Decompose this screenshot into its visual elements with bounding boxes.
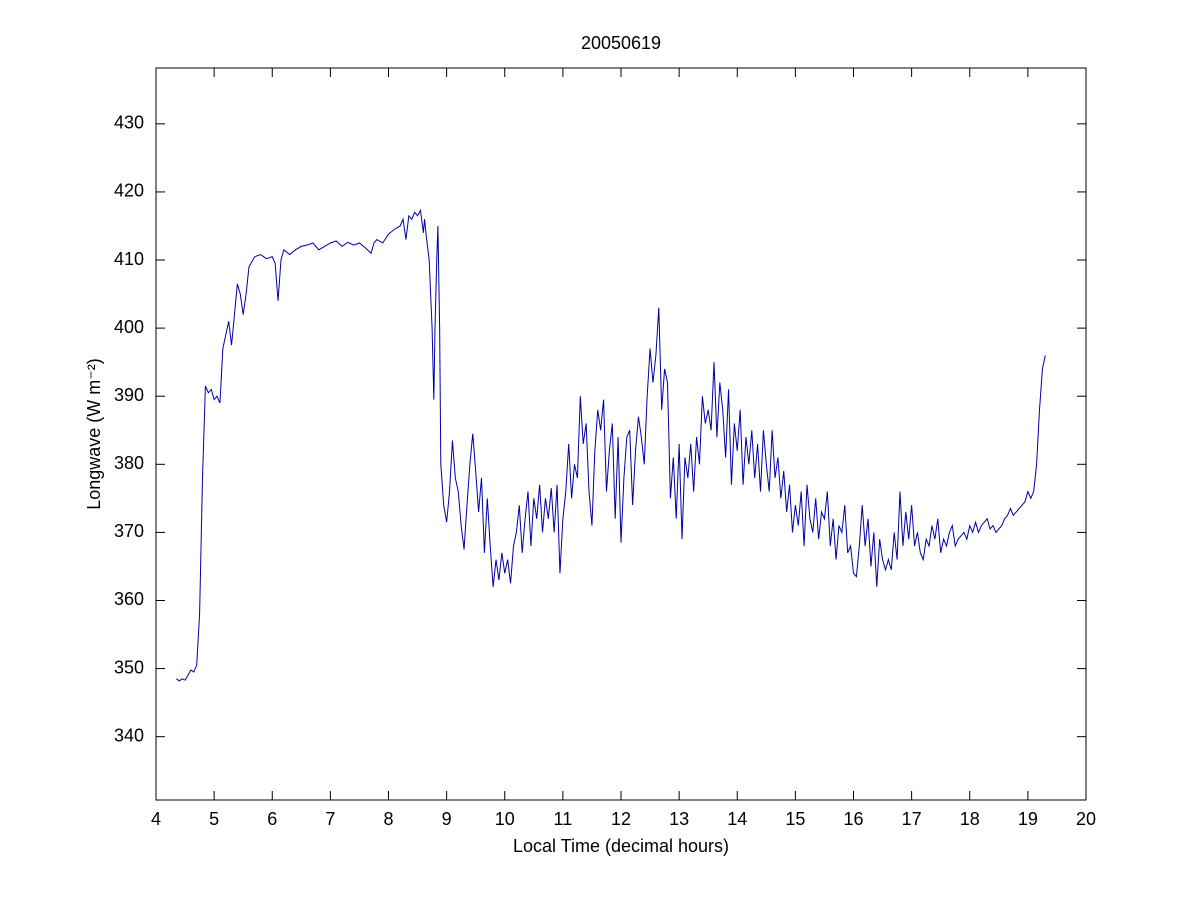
x-tick-label: 16	[843, 809, 863, 829]
x-tick-label: 9	[442, 809, 452, 829]
y-tick-label: 350	[114, 657, 144, 677]
x-tick-label: 17	[902, 809, 922, 829]
x-tick-label: 4	[151, 809, 161, 829]
y-tick-label: 340	[114, 725, 144, 745]
x-tick-label: 14	[727, 809, 747, 829]
y-tick-label: 430	[114, 113, 144, 133]
y-tick-label: 390	[114, 385, 144, 405]
chart-title: 20050619	[581, 33, 661, 53]
x-tick-label: 19	[1018, 809, 1038, 829]
x-tick-label: 18	[960, 809, 980, 829]
x-tick-label: 6	[267, 809, 277, 829]
y-tick-label: 360	[114, 589, 144, 609]
y-tick-label: 380	[114, 453, 144, 473]
x-tick-label: 12	[611, 809, 631, 829]
y-tick-label: 420	[114, 181, 144, 201]
y-axis-label: Longwave (W m⁻²)	[84, 358, 104, 510]
x-tick-label: 7	[325, 809, 335, 829]
y-tick-label: 410	[114, 249, 144, 269]
x-tick-label: 10	[495, 809, 515, 829]
data-line	[176, 208, 1046, 682]
plot-frame	[155, 67, 1087, 801]
x-tick-label: 13	[669, 809, 689, 829]
x-tick-label: 5	[209, 809, 219, 829]
y-tick-label: 370	[114, 521, 144, 541]
x-tick-label: 8	[383, 809, 393, 829]
x-tick-label: 11	[554, 809, 573, 829]
x-tick-label: 15	[785, 809, 805, 829]
y-tick-label: 400	[114, 317, 144, 337]
x-tick-label: 20	[1076, 809, 1096, 829]
x-axis-label: Local Time (decimal hours)	[513, 836, 729, 856]
